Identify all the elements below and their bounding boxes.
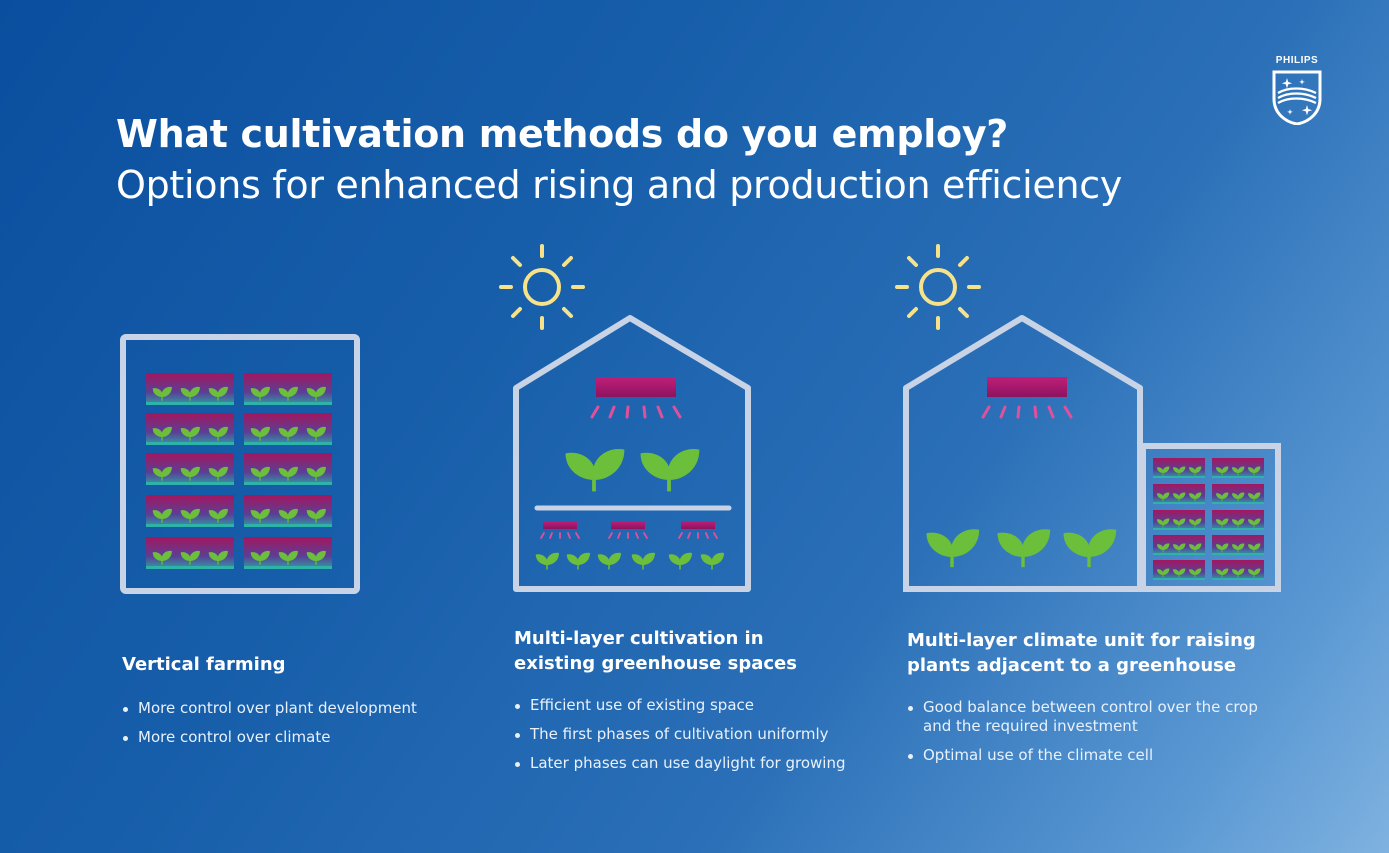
method-vertical-farming: Vertical farming More control over plant…: [122, 652, 462, 757]
method-climate-unit: Multi-layer climate unit for raising pla…: [907, 628, 1277, 775]
benefit-item: Good balance between control over the cr…: [907, 698, 1267, 736]
benefit-item: The first phases of cultivation uniforml…: [514, 725, 874, 744]
method-title: Vertical farming: [122, 654, 286, 675]
page-subtitle: Options for enhanced rising and producti…: [116, 163, 1123, 207]
benefit-list: Efficient use of existing space The firs…: [514, 696, 874, 773]
benefit-item: Later phases can use daylight for growin…: [514, 754, 874, 773]
benefit-item: More control over plant development: [122, 699, 462, 718]
method-title-line: plants adjacent to a greenhouse: [907, 655, 1237, 676]
vertical-farm-rack-icon: [120, 334, 360, 594]
method-title-line: Multi-layer climate unit for raising: [907, 630, 1256, 651]
grow-light-icon: [590, 375, 682, 419]
vertical-farm-trays: [146, 373, 332, 569]
method-title-line: existing greenhouse spaces: [514, 653, 797, 674]
benefit-item: More control over climate: [122, 728, 462, 747]
benefit-list: Good balance between control over the cr…: [907, 698, 1267, 765]
brand-name: PHILIPS: [1275, 55, 1319, 66]
benefit-item: Optimal use of the climate cell: [907, 746, 1267, 765]
greenhouse-icon: [499, 244, 751, 592]
greenhouse-climate-unit-icon: [895, 244, 1281, 592]
philips-shield-icon: [1272, 70, 1322, 125]
page-title: What cultivation methods do you employ?: [116, 112, 1009, 156]
philips-logo: PHILIPS: [1268, 55, 1326, 125]
method-multi-layer-greenhouse: Multi-layer cultivation in existing gree…: [514, 626, 874, 783]
plant-leaf-icon: [563, 447, 627, 494]
method-title-line: Multi-layer cultivation in: [514, 628, 764, 649]
benefit-item: Efficient use of existing space: [514, 696, 874, 715]
sun-icon: [499, 244, 585, 330]
benefit-list: More control over plant development More…: [122, 699, 462, 747]
